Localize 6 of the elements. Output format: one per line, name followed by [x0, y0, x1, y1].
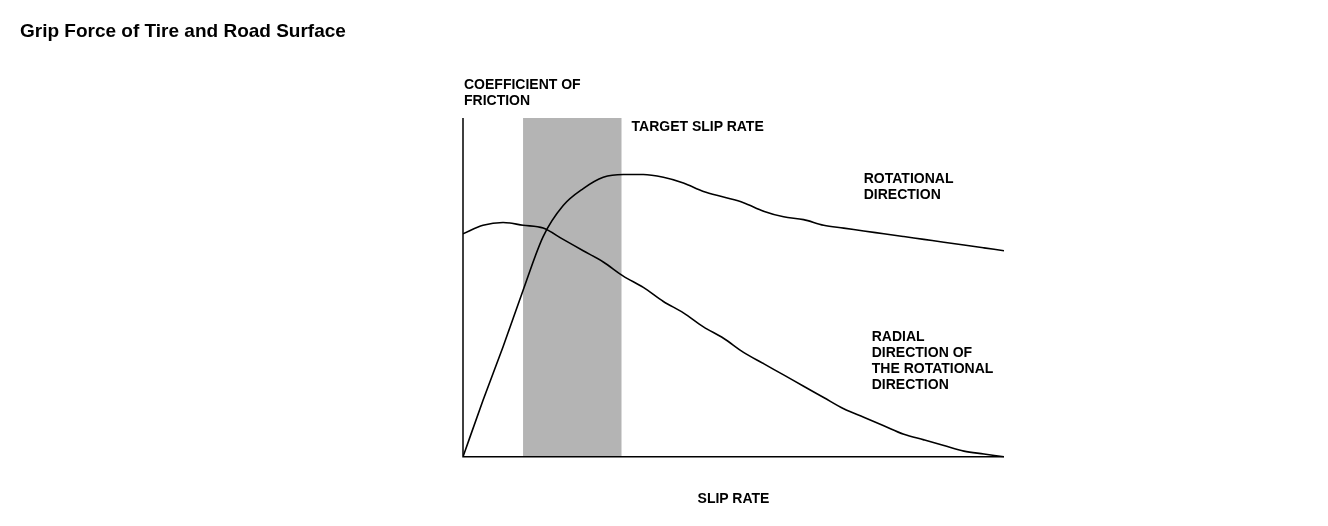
text: ROTATIONAL DIRECTION — [863, 169, 954, 202]
y-axis-title: COEFFICIENT OF FRICTION — [464, 76, 582, 108]
series-label: RADIAL DIRECTION OF THE ROTATIONAL DIRECTION — [871, 327, 994, 392]
text: TARGET SLIP RATE — [631, 117, 764, 134]
text: Grip Force of Tire and Road Surface — [20, 20, 346, 42]
x-axis-title: SLIP RATE — [697, 490, 770, 507]
